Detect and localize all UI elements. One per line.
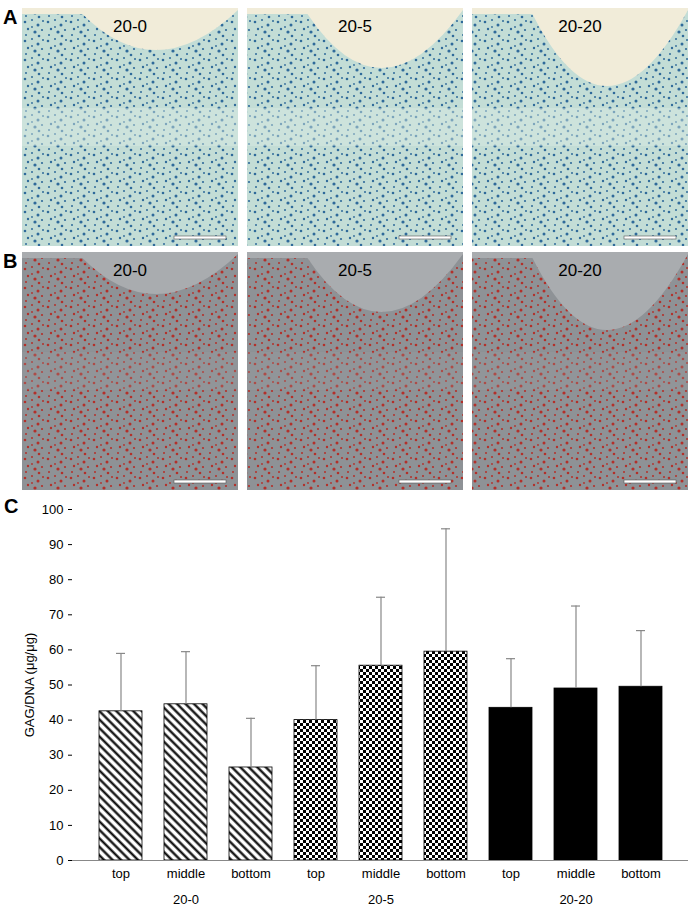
svg-text:20-20: 20-20 <box>558 261 601 280</box>
svg-text:middle: middle <box>557 866 595 881</box>
svg-text:30: 30 <box>49 747 63 762</box>
svg-text:bottom: bottom <box>621 866 661 881</box>
svg-text:70: 70 <box>49 607 63 622</box>
svg-text:top: top <box>112 866 130 881</box>
svg-text:A: A <box>3 6 17 28</box>
svg-text:bottom: bottom <box>426 866 466 881</box>
svg-text:20-20: 20-20 <box>558 17 601 36</box>
svg-text:B: B <box>3 250 17 272</box>
svg-text:top: top <box>502 866 520 881</box>
svg-text:20-0: 20-0 <box>113 261 147 280</box>
svg-text:50: 50 <box>49 677 63 692</box>
svg-text:20-0: 20-0 <box>113 17 147 36</box>
svg-text:20: 20 <box>49 782 63 797</box>
svg-text:20-5: 20-5 <box>338 261 372 280</box>
svg-text:top: top <box>307 866 325 881</box>
svg-text:80: 80 <box>49 572 63 587</box>
svg-text:60: 60 <box>49 642 63 657</box>
html-text:C: C <box>4 495 19 517</box>
svg-text:middle: middle <box>167 866 205 881</box>
svg-text:GAG/DNA (μg/μg): GAG/DNA (μg/μg) <box>22 633 37 738</box>
svg-text:bottom: bottom <box>231 866 271 881</box>
svg-text:20-0: 20-0 <box>173 892 199 907</box>
svg-text:20-5: 20-5 <box>338 17 372 36</box>
svg-text:90: 90 <box>49 537 63 552</box>
svg-text:20-20: 20-20 <box>559 892 592 907</box>
svg-text:40: 40 <box>49 712 63 727</box>
svg-text:100: 100 <box>42 502 64 517</box>
svg-text:10: 10 <box>49 818 63 833</box>
svg-text:20-5: 20-5 <box>368 892 394 907</box>
svg-text:0: 0 <box>56 853 63 868</box>
svg-text:middle: middle <box>362 866 400 881</box>
